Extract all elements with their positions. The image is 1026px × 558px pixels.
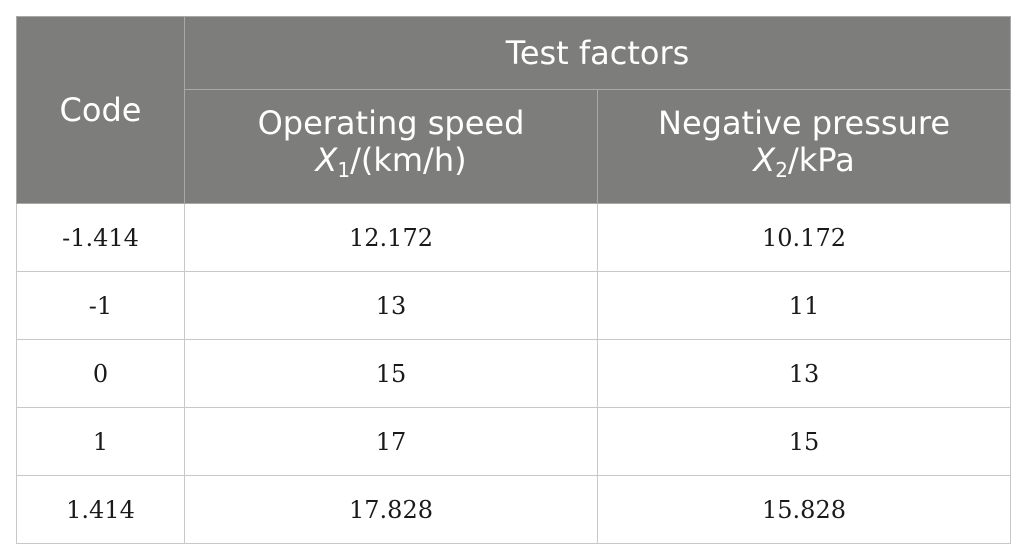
negative-pressure-unit-line: X2/kPa [598, 140, 1010, 189]
speed-cell: 17.828 [184, 475, 598, 544]
table-row: -1.414 12.172 10.172 [16, 203, 1012, 272]
code-cell: 0 [16, 339, 185, 408]
header-row-top: Code Test factors [16, 16, 1012, 204]
negative-pressure-variable: X [753, 140, 776, 179]
operating-speed-unit: /(km/h) [350, 140, 467, 179]
negative-pressure-header: Negative pressure X2/kPa [596, 89, 1012, 204]
speed-cell: 13 [184, 271, 598, 340]
code-cell: 1 [16, 407, 185, 476]
code-cell: -1 [16, 271, 185, 340]
negative-pressure-subscript: 2 [775, 157, 788, 182]
pressure-cell: 10.172 [596, 203, 1012, 272]
table-header: Code Test factors Operating speed X1/(km… [16, 16, 1012, 204]
table-body: -1.414 12.172 10.172 -1 13 11 0 15 13 1 … [16, 203, 1012, 544]
operating-speed-header: Operating speed X1/(km/h) [184, 89, 598, 204]
operating-speed-label: Operating speed [257, 103, 525, 142]
table-row: -1 13 11 [16, 271, 1012, 340]
header-row-sub: Operating speed X1/(km/h) Negative press… [17, 89, 1012, 204]
code-cell: 1.414 [16, 475, 185, 544]
negative-pressure-label: Negative pressure [658, 103, 950, 142]
operating-speed-subscript: 1 [337, 157, 351, 182]
table-row: 0 15 13 [16, 339, 1012, 408]
pressure-cell: 15.828 [596, 475, 1012, 544]
speed-cell: 15 [184, 339, 598, 408]
test-factors-table: Code Test factors Operating speed X1/(km… [16, 16, 1012, 544]
operating-speed-variable: X [315, 140, 338, 179]
code-cell: -1.414 [16, 203, 185, 272]
operating-speed-unit-line: X1/(km/h) [185, 140, 597, 189]
pressure-cell: 15 [596, 407, 1012, 476]
test-factors-group-header: Test factors [183, 16, 1012, 90]
pressure-cell: 13 [596, 339, 1012, 408]
speed-cell: 12.172 [184, 203, 598, 272]
negative-pressure-unit: /kPa [787, 140, 855, 179]
speed-cell: 17 [184, 407, 598, 476]
pressure-cell: 11 [596, 271, 1012, 340]
code-column-header: Code [16, 16, 185, 204]
table-row: 1 17 15 [16, 407, 1012, 476]
table-row: 1.414 17.828 15.828 [16, 475, 1012, 544]
